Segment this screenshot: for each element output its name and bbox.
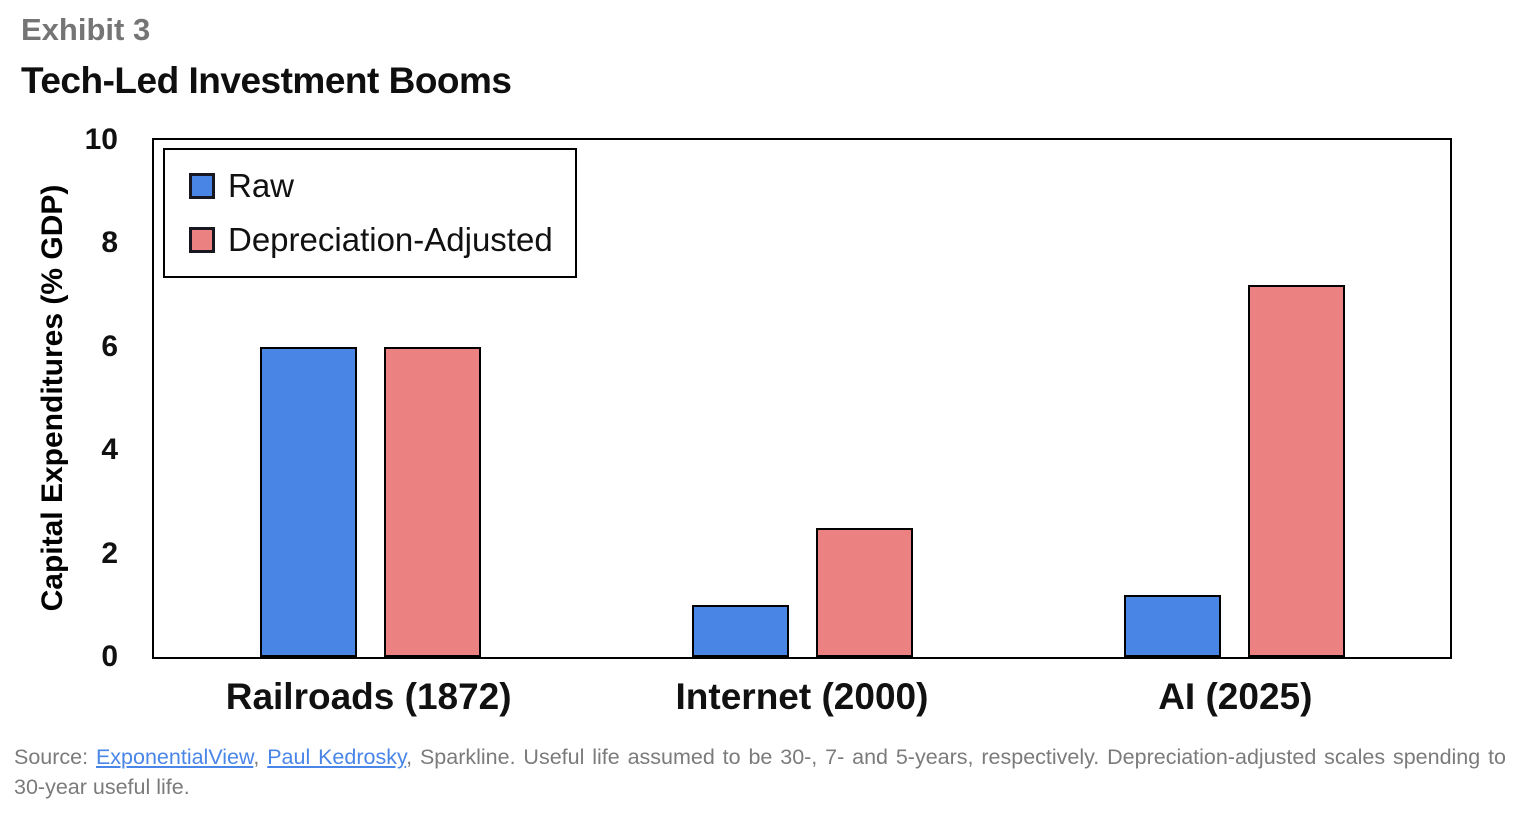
y-tick-6: 6 bbox=[101, 329, 118, 363]
y-tick-10: 10 bbox=[84, 123, 118, 156]
legend-item: Depreciation-Adjusted bbox=[189, 221, 575, 259]
bar-raw bbox=[1123, 594, 1221, 657]
exhibit-label: Exhibit 3 bbox=[21, 12, 151, 47]
legend-label: Raw bbox=[228, 166, 295, 204]
y-tick-0: 0 bbox=[101, 640, 118, 673]
legend: Raw Depreciation-Adjusted bbox=[163, 148, 577, 278]
source-separator: , bbox=[253, 745, 268, 769]
y-tick-2: 2 bbox=[101, 536, 118, 570]
legend-swatch-icon bbox=[189, 227, 215, 254]
bar-group-2 bbox=[586, 140, 1018, 657]
x-category-label: Railroads (1872) bbox=[225, 676, 512, 717]
source-rest: , Sparkline. Useful life assumed to be 3… bbox=[14, 745, 1507, 799]
bar-depreciation-adjusted bbox=[383, 346, 481, 657]
y-tick-4: 4 bbox=[101, 433, 118, 467]
bar-raw bbox=[691, 605, 789, 657]
source-prefix: Source: bbox=[14, 745, 96, 769]
x-category-label: AI (2025) bbox=[1158, 676, 1313, 717]
plot-area bbox=[152, 138, 1452, 659]
legend-item: Raw bbox=[189, 167, 575, 205]
y-tick-8: 8 bbox=[101, 226, 118, 260]
source-note: Source: ExponentialView, Paul Kedrosky, … bbox=[14, 742, 1506, 802]
bar-depreciation-adjusted bbox=[815, 527, 913, 657]
x-axis-labels: Railroads (1872) Internet (2000) AI (2025) bbox=[152, 676, 1452, 718]
link-exponentialview[interactable]: ExponentialView bbox=[95, 745, 254, 769]
bar-group-3 bbox=[1018, 140, 1450, 657]
y-axis-ticks: 0 2 4 6 8 10 bbox=[0, 123, 118, 673]
legend-swatch-icon bbox=[189, 172, 215, 199]
legend-label: Depreciation-Adjusted bbox=[228, 221, 553, 259]
x-category-label: Internet (2000) bbox=[675, 676, 929, 717]
link-paul-kedrosky[interactable]: Paul Kedrosky bbox=[267, 745, 407, 769]
chart-title: Tech-Led Investment Booms bbox=[21, 60, 512, 101]
bar-raw bbox=[259, 346, 357, 657]
bar-group-1 bbox=[154, 140, 586, 657]
bar-depreciation-adjusted bbox=[1247, 284, 1345, 657]
